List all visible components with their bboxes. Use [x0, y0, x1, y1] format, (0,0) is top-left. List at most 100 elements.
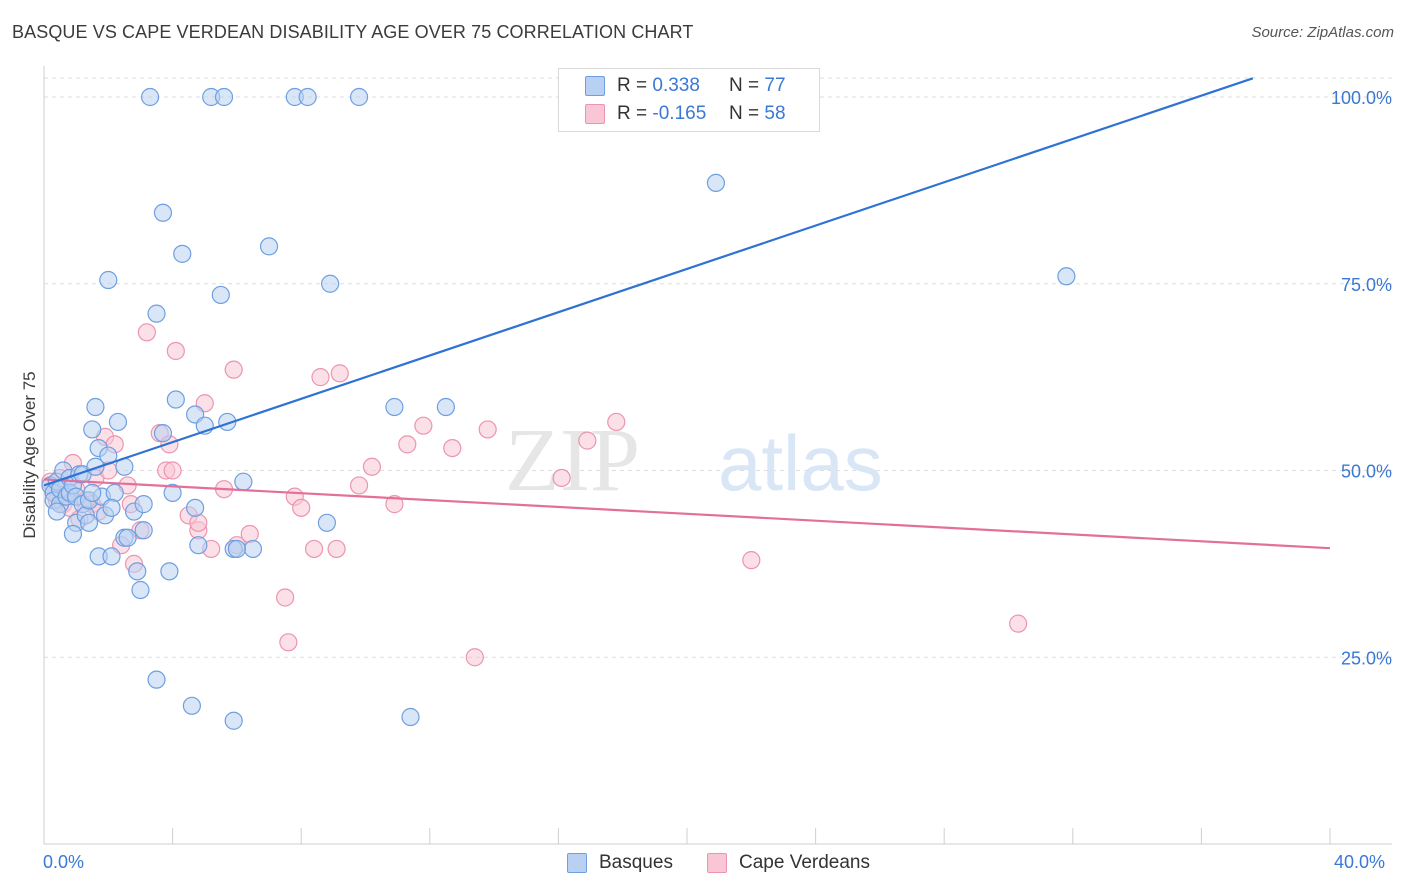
- watermark-atlas: atlas: [718, 419, 883, 507]
- basque-point[interactable]: [243, 539, 263, 559]
- basque-trend-line: [43, 77, 1254, 487]
- basque-point[interactable]: [102, 547, 121, 566]
- cape-verdean-trend-line: [43, 478, 1331, 550]
- cape-verdean-point[interactable]: [578, 431, 597, 450]
- cape-verdean-point[interactable]: [279, 633, 298, 652]
- basque-point[interactable]: [128, 562, 147, 581]
- cape-verdean-point[interactable]: [292, 498, 311, 517]
- basque-point[interactable]: [401, 707, 420, 727]
- cape-verdean-point[interactable]: [385, 495, 404, 514]
- basque-point[interactable]: [153, 203, 173, 222]
- cape-verdean-point[interactable]: [1009, 614, 1028, 633]
- basque-point[interactable]: [83, 420, 102, 439]
- basque-point[interactable]: [214, 87, 234, 107]
- cape-verdean-point[interactable]: [330, 364, 349, 383]
- cape-verdean-point[interactable]: [478, 420, 497, 439]
- basque-r-label: R =: [617, 75, 648, 96]
- basque-point[interactable]: [99, 270, 118, 290]
- basque-point[interactable]: [298, 87, 317, 107]
- basque-point[interactable]: [105, 483, 124, 503]
- basque-point[interactable]: [173, 244, 192, 263]
- basque-point[interactable]: [79, 513, 99, 532]
- cape-verdean-point[interactable]: [552, 468, 571, 488]
- basque-point[interactable]: [134, 521, 153, 540]
- basque-point[interactable]: [1057, 267, 1076, 286]
- basque-point[interactable]: [153, 424, 173, 443]
- cape-verdean-point[interactable]: [240, 524, 259, 544]
- basque-point[interactable]: [102, 498, 121, 517]
- legend-item-cape-verdeans[interactable]: Cape Verdeans: [707, 852, 870, 874]
- basque-point[interactable]: [118, 528, 137, 547]
- basque-point[interactable]: [227, 539, 246, 559]
- grid-layer: [44, 77, 1392, 658]
- trend-lines: [43, 77, 1331, 550]
- cape-verdeans-legend-swatch: [707, 853, 727, 873]
- basques-legend-swatch: [567, 853, 587, 873]
- cape-verdean-point[interactable]: [311, 368, 330, 387]
- watermark: ZIP atlas: [505, 411, 883, 510]
- basque-point[interactable]: [259, 237, 279, 256]
- basque-points: [41, 87, 1076, 730]
- x-tick-label-max: 40.0%: [1334, 852, 1386, 872]
- basque-point[interactable]: [83, 483, 102, 503]
- cape-verdean-point[interactable]: [398, 435, 417, 454]
- cape-verdean-point[interactable]: [163, 461, 182, 480]
- source-label: Source: ZipAtlas.com: [1251, 24, 1394, 41]
- cape-verdean-point[interactable]: [443, 438, 462, 458]
- basque-point[interactable]: [385, 397, 404, 417]
- basque-point[interactable]: [63, 524, 83, 544]
- basque-swatch: [585, 76, 605, 96]
- basque-point[interactable]: [186, 498, 205, 517]
- y-tick-label: 75.0%: [1341, 275, 1392, 295]
- basque-point[interactable]: [706, 173, 726, 193]
- basque-point[interactable]: [166, 390, 185, 409]
- basque-point[interactable]: [147, 670, 166, 689]
- cape-verdean-point[interactable]: [304, 539, 324, 559]
- cape-verdean-point[interactable]: [414, 416, 433, 435]
- basque-point[interactable]: [224, 711, 243, 730]
- cape-verdean-point[interactable]: [189, 513, 208, 532]
- basque-point[interactable]: [189, 536, 208, 555]
- cape-verdean-point[interactable]: [349, 476, 369, 495]
- basque-point[interactable]: [131, 580, 150, 600]
- series-legend: Basques Cape Verdeans: [0, 852, 1406, 876]
- basque-point[interactable]: [163, 483, 182, 503]
- cape-verdean-point[interactable]: [465, 648, 484, 667]
- basque-point[interactable]: [47, 502, 66, 521]
- basque-point[interactable]: [86, 397, 105, 417]
- stats-legend: R = 0.338 N = 77 R = -0.165 N = 58: [558, 68, 820, 132]
- basque-point[interactable]: [108, 412, 128, 432]
- cape-verdean-point[interactable]: [137, 323, 156, 342]
- chart-title: BASQUE VS CAPE VERDEAN DISABILITY AGE OV…: [12, 22, 694, 42]
- cape-verdean-point[interactable]: [362, 457, 382, 476]
- basque-point[interactable]: [211, 285, 230, 305]
- basque-point[interactable]: [140, 87, 160, 107]
- cape-verdean-point[interactable]: [327, 539, 346, 559]
- basque-point[interactable]: [86, 457, 105, 476]
- cape-verdean-point[interactable]: [742, 551, 761, 570]
- basques-legend-label: Basques: [599, 852, 673, 873]
- basque-point[interactable]: [182, 696, 201, 715]
- tick-labels: 25.0% 50.0% 75.0% 100.0% Disability Age Over…: [20, 88, 1392, 668]
- cape-verdean-point[interactable]: [224, 360, 243, 379]
- basque-point[interactable]: [234, 472, 253, 491]
- basque-n-value: 77: [764, 75, 786, 96]
- basque-point[interactable]: [147, 304, 166, 323]
- basque-point[interactable]: [134, 495, 153, 514]
- y-tick-label: 25.0%: [1341, 648, 1392, 668]
- cape-verdean-point[interactable]: [276, 588, 295, 607]
- legend-item-basques[interactable]: Basques: [567, 852, 673, 874]
- basque-n-label: N =: [729, 75, 760, 96]
- cape-verdean-point[interactable]: [166, 341, 185, 361]
- y-axis-title: Disability Age Over 75: [20, 371, 39, 538]
- basque-point[interactable]: [160, 562, 179, 581]
- cape-verdeans-legend-label: Cape Verdeans: [739, 852, 870, 873]
- basque-point[interactable]: [321, 274, 340, 293]
- basque-point[interactable]: [317, 513, 337, 532]
- basque-point[interactable]: [349, 87, 369, 107]
- cape-verdean-point[interactable]: [607, 412, 626, 432]
- basque-r-value: 0.338: [652, 75, 700, 96]
- axis-layer: [43, 66, 1392, 845]
- basque-point[interactable]: [436, 397, 455, 417]
